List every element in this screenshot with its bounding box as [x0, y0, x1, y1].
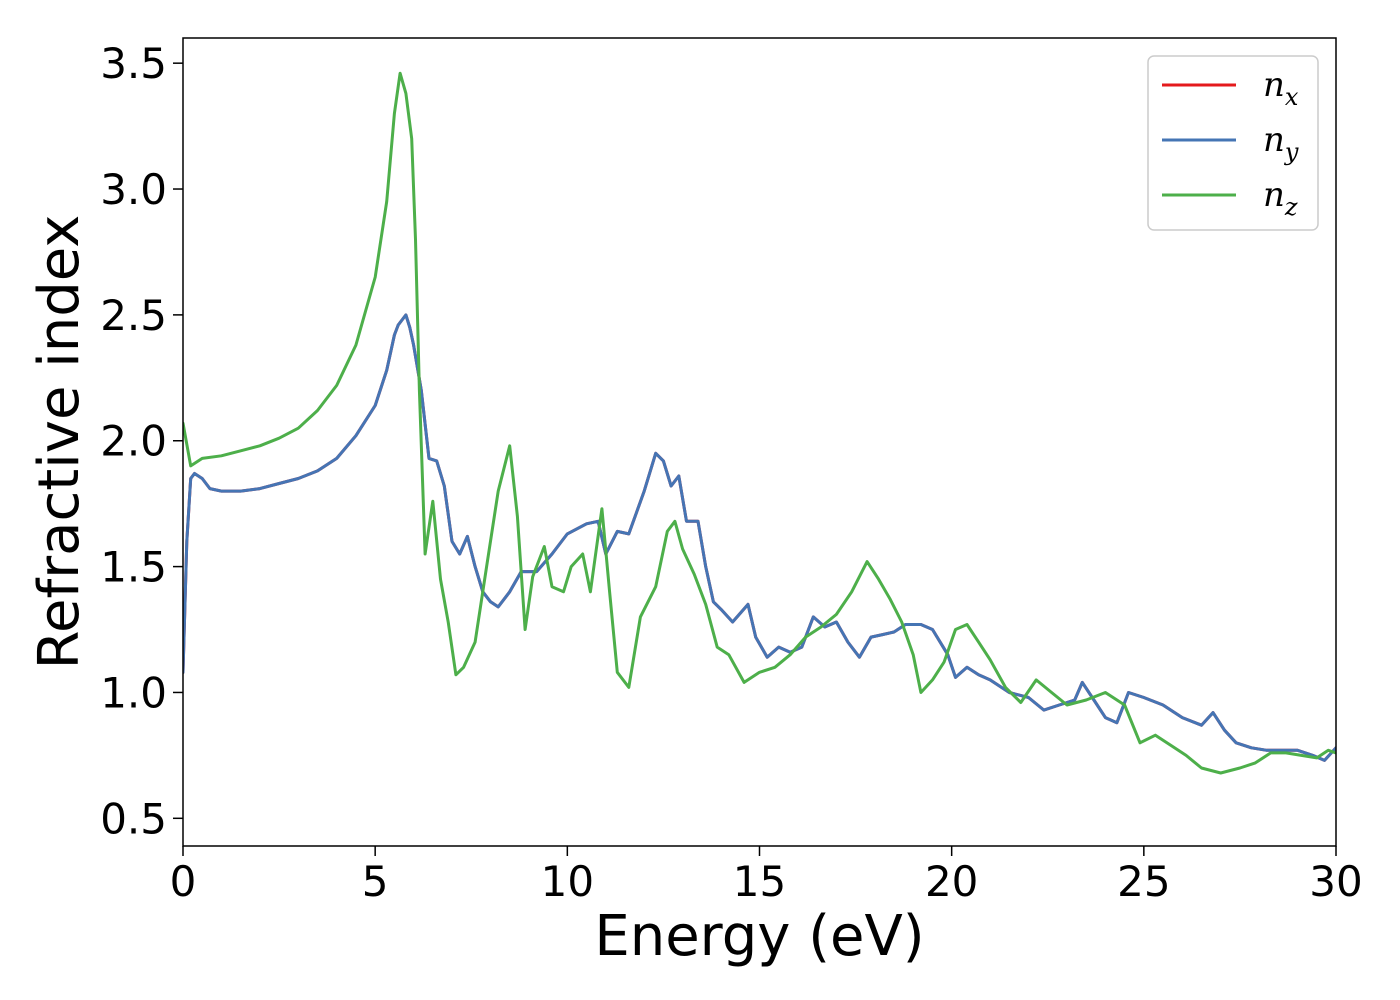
x-tick-label: 25: [1117, 857, 1170, 906]
y-tick-label: 0.5: [100, 794, 167, 843]
series-layer: [183, 71, 1336, 775]
axes-layer: 0 5 10 15 20 25 30 0.5 1.0 1.5 2.0 2.5 3.0 3.5: [100, 39, 1363, 906]
x-tick-label: 20: [925, 857, 978, 906]
x-tick-label: 15: [733, 857, 786, 906]
y-tick-label: 3.5: [100, 39, 167, 88]
y-tick-label: 2.0: [100, 417, 167, 466]
legend: nx ny nz: [1147, 55, 1319, 231]
series-line-z: [183, 71, 1336, 775]
legend-label-x: nx: [1263, 65, 1299, 111]
y-axis-title: Refractive index: [27, 215, 92, 670]
series-line-x: [183, 313, 1336, 762]
y-tick-label: 1.5: [100, 543, 167, 592]
y-tick-label: 2.5: [100, 291, 167, 340]
y-tick-label: 1.0: [100, 668, 167, 717]
y-tick-label: 3.0: [100, 165, 167, 214]
x-tick-label: 0: [170, 857, 197, 906]
legend-label-y: ny: [1263, 120, 1299, 166]
legend-label-z: nz: [1263, 175, 1298, 221]
x-axis-title: Energy (eV): [594, 904, 924, 969]
x-tick-label: 30: [1309, 857, 1362, 906]
legend-box: [1147, 55, 1319, 231]
x-tick-label: 10: [541, 857, 594, 906]
series-line-y: [183, 313, 1336, 762]
x-tick-label: 5: [362, 857, 389, 906]
